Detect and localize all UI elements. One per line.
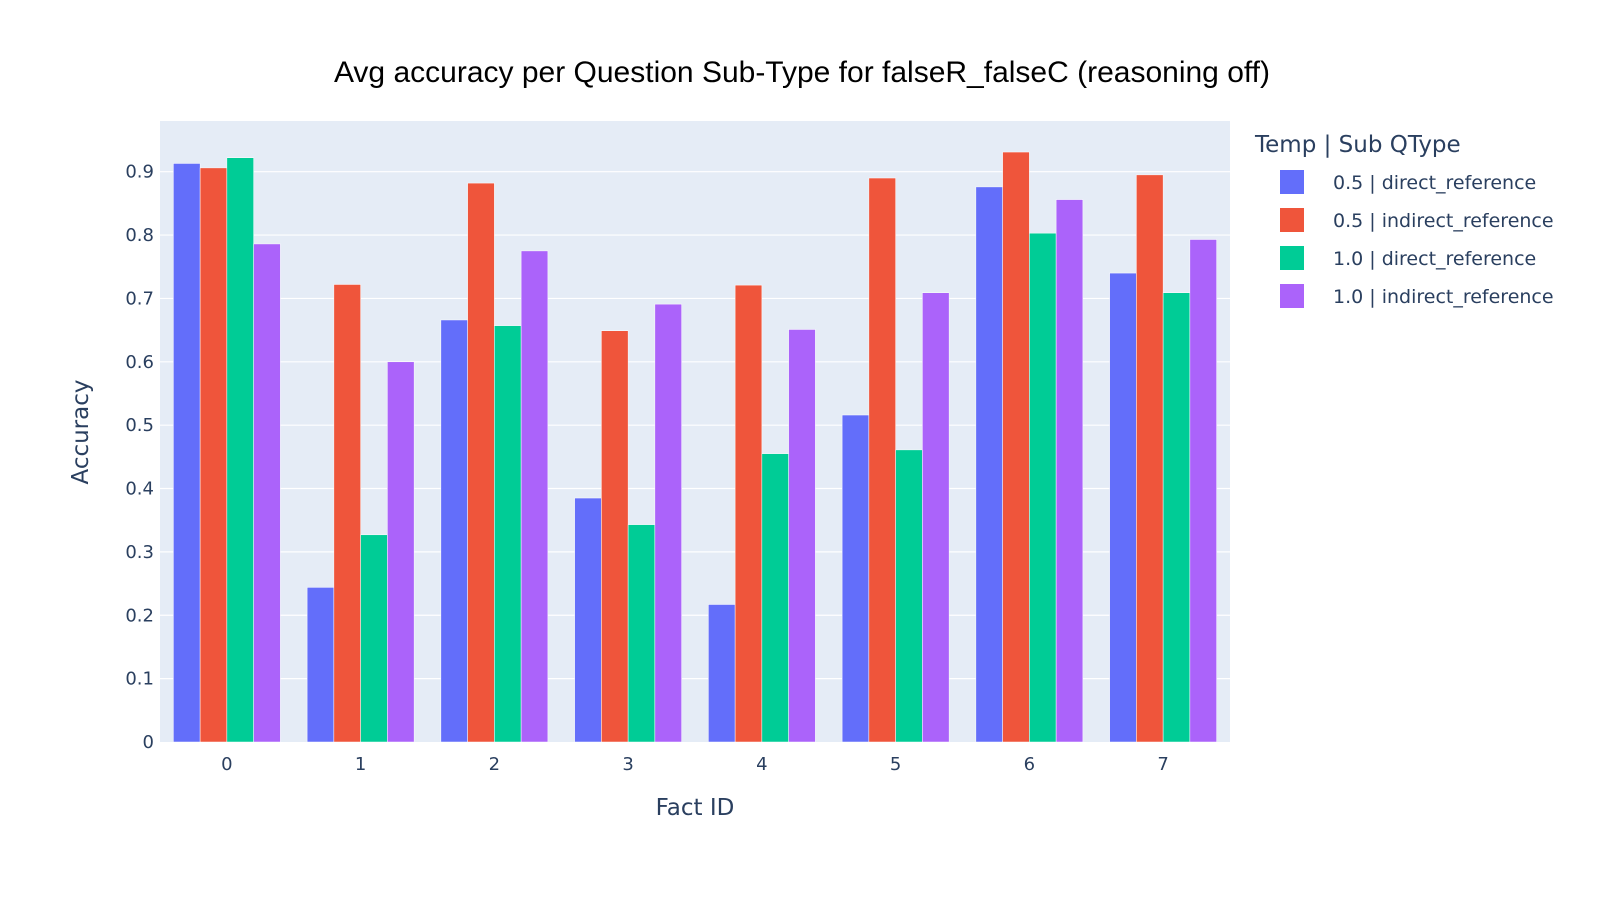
y-tick-label: 0 [143,732,154,753]
bar [1002,151,1030,743]
bar [226,157,254,743]
bar [253,243,281,743]
x-tick-label: 4 [756,754,767,775]
y-tick-label: 0.6 [125,352,154,373]
y-tick-label: 0.5 [125,415,154,436]
legend-label[interactable]: 1.0 | indirect_reference [1333,286,1554,308]
bar [788,329,816,743]
bar [1162,292,1191,743]
y-axis-title: Accuracy [68,379,94,484]
bar [922,292,950,743]
x-tick-label: 0 [221,754,232,775]
legend-swatch[interactable] [1280,246,1304,270]
bar [574,497,602,743]
bar [494,325,522,743]
bar [1029,232,1057,743]
bar [1055,199,1084,743]
x-tick-label: 5 [890,754,901,775]
bar [654,303,682,743]
bar [895,449,923,743]
bar [734,284,763,743]
bar [173,163,201,743]
bar [360,534,388,743]
x-tick-label: 6 [1024,754,1035,775]
legend-label[interactable]: 1.0 | direct_reference [1333,248,1536,270]
y-tick-label: 0.1 [125,669,154,690]
bar [387,361,415,743]
bar [520,250,549,743]
legend-title: Temp | Sub QType [1254,132,1461,158]
legend-swatch[interactable] [1280,170,1304,194]
bar [467,182,495,743]
bar [975,186,1003,743]
bar [199,167,228,743]
bar [868,177,896,743]
y-tick-label: 0.9 [125,162,154,183]
bars [173,151,1217,743]
legend-swatch[interactable] [1280,208,1304,232]
bar [708,604,736,743]
y-tick-label: 0.4 [125,479,154,500]
y-tick-label: 0.2 [125,605,154,626]
legend: Temp | Sub QType 0.5 | direct_reference 0… [1254,132,1554,308]
bar [440,319,468,743]
x-axis-title: Fact ID [656,795,735,821]
bar [627,524,656,743]
bar [1109,272,1137,743]
bar [601,330,629,743]
chart-title: Avg accuracy per Question Sub-Type for f… [334,56,1270,89]
y-tick-label: 0.7 [125,288,154,309]
bar [761,453,789,743]
bar [1136,174,1164,743]
bar [306,587,335,743]
x-tick-label: 7 [1157,754,1168,775]
y-tick-label: 0.8 [125,225,154,246]
bar [841,414,870,743]
y-tick-labels: 0 0.1 0.2 0.3 0.4 0.5 0.6 0.7 0.8 0.9 [125,162,154,753]
bar [333,284,361,743]
x-tick-labels: 0 1 2 3 4 5 6 7 [221,754,1169,775]
y-tick-label: 0.3 [125,542,154,563]
x-tick-label: 3 [622,754,633,775]
x-tick-label: 2 [489,754,500,775]
legend-label[interactable]: 0.5 | direct_reference [1333,172,1536,194]
bar [1189,239,1217,743]
legend-label[interactable]: 0.5 | indirect_reference [1333,210,1554,232]
legend-swatch[interactable] [1280,284,1304,308]
x-tick-label: 1 [355,754,366,775]
